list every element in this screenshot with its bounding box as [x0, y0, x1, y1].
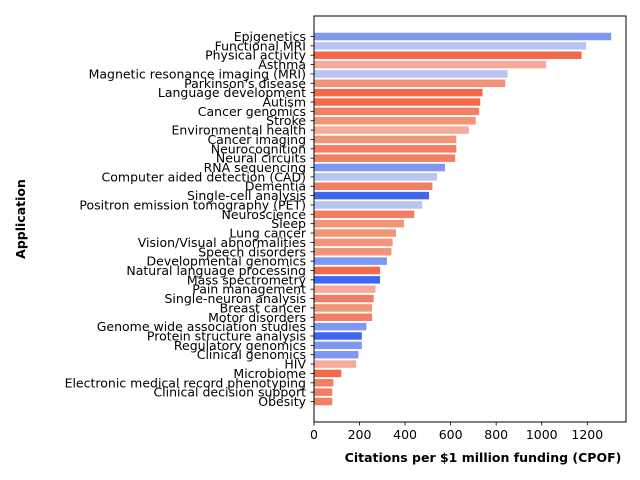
bar — [314, 116, 476, 125]
bar — [314, 32, 612, 41]
bar — [314, 191, 430, 200]
bar — [314, 126, 469, 134]
bar — [314, 51, 582, 59]
x-tick-label: 1200 — [571, 427, 603, 442]
bar — [314, 135, 457, 144]
category-label: Functional MRI — [215, 38, 306, 53]
bar — [314, 107, 480, 116]
bar — [314, 182, 433, 190]
x-axis-title: Citations per $1 million funding (CPOF) — [345, 450, 622, 465]
bar — [314, 360, 357, 368]
category-label: Parkinson's disease — [184, 76, 306, 91]
bar — [314, 219, 404, 228]
category-label: Neurocognition — [211, 141, 306, 156]
category-label: Mass spectrometry — [187, 272, 307, 287]
category-label: Developmental genomics — [147, 254, 307, 269]
category-label: Microbiome — [233, 366, 306, 381]
category-label: Protein structure analysis — [147, 328, 306, 343]
bar — [314, 210, 415, 219]
bar — [314, 266, 381, 275]
bars-group — [314, 32, 612, 406]
bar — [314, 42, 587, 50]
x-tick-label: 600 — [439, 427, 463, 442]
bar — [314, 379, 334, 387]
bar — [314, 154, 456, 162]
category-label: Dementia — [245, 179, 306, 194]
bar — [314, 201, 423, 209]
bar — [314, 145, 457, 153]
bar — [314, 257, 387, 265]
bar — [314, 350, 359, 359]
bar — [314, 341, 362, 350]
category-label: Magnetic resonance imaging (MRI) — [89, 66, 306, 81]
x-tick-label: 0 — [310, 427, 318, 442]
x-tick-label: 400 — [393, 427, 417, 442]
category-label: Electronic medical record phenotyping — [65, 375, 306, 390]
category-label: Cancer genomics — [198, 104, 306, 119]
category-label: Regulatory genomics — [174, 338, 306, 353]
category-label: Positron emission tomography (PET) — [79, 197, 306, 212]
bar — [314, 332, 362, 340]
bar — [314, 248, 392, 256]
bar — [314, 60, 547, 69]
category-label: Single-cell analysis — [187, 188, 306, 203]
category-label: Asthma — [258, 57, 306, 72]
bar — [314, 304, 373, 312]
bar — [314, 70, 508, 78]
bar — [314, 173, 437, 181]
category-label: Environmental health — [172, 123, 307, 138]
x-tick-label: 1000 — [526, 427, 558, 442]
bar — [314, 369, 342, 378]
bar — [314, 322, 367, 331]
category-label: Obesity — [258, 394, 306, 409]
category-label: Genome wide association studies — [97, 319, 306, 334]
bar — [314, 98, 481, 106]
category-label: Neural circuits — [216, 151, 306, 166]
plot-frame — [313, 15, 627, 423]
bar — [314, 163, 445, 172]
category-label: RNA sequencing — [204, 160, 306, 175]
category-label: Epigenetics — [234, 29, 306, 44]
bar — [314, 276, 381, 284]
category-label: Clinical genomics — [197, 347, 306, 362]
bar — [314, 229, 396, 237]
category-label: Autism — [262, 95, 306, 110]
bar — [314, 88, 483, 97]
x-ticks: 0 200 400 600 800 1000 1200 — [310, 422, 603, 442]
bar — [314, 397, 333, 406]
category-label: Physical activity — [205, 48, 306, 63]
category-label: Breast cancer — [220, 300, 307, 315]
category-label: Language development — [158, 85, 306, 100]
category-label: Pain management — [192, 282, 306, 297]
category-label: Natural language processing — [126, 263, 306, 278]
y-axis-title: Application — [13, 179, 28, 259]
category-label: Neuroscience — [221, 207, 306, 222]
category-label: Computer aided detection (CAD) — [102, 169, 306, 184]
category-label: Sleep — [271, 216, 306, 231]
category-label: Clinical decision support — [153, 385, 306, 400]
category-label: Lung cancer — [229, 226, 307, 241]
category-label: Cancer imaging — [207, 132, 306, 147]
x-tick-label: 800 — [484, 427, 508, 442]
bar — [314, 238, 393, 247]
category-label: Stroke — [266, 113, 306, 128]
category-label: Motor disorders — [208, 310, 306, 325]
bar — [314, 294, 374, 303]
category-label: Vision/Visual abnormalities — [138, 235, 306, 250]
bar — [314, 79, 506, 88]
category-label: Speech disorders — [198, 244, 306, 259]
bar — [314, 388, 333, 396]
category-label: HIV — [284, 357, 306, 372]
category-label: Single-neuron analysis — [165, 291, 307, 306]
bar — [314, 313, 373, 322]
bar — [314, 285, 376, 293]
x-tick-label: 200 — [348, 427, 372, 442]
